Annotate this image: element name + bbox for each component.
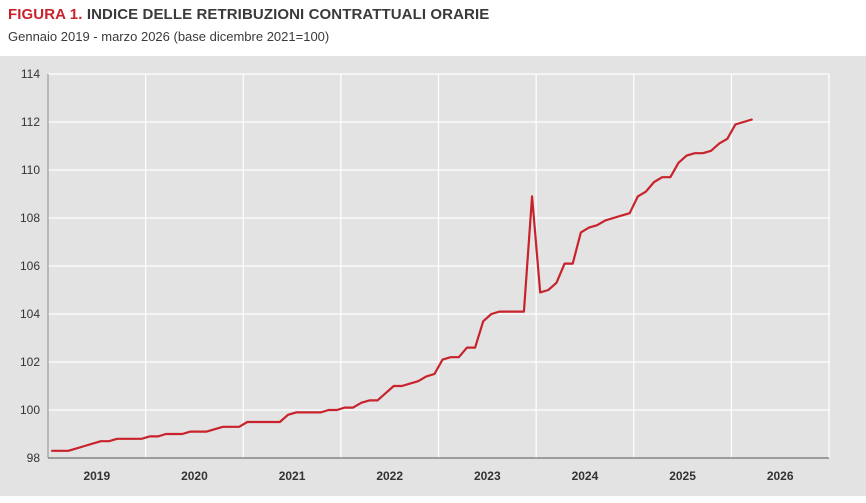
figure-label: FIGURA 1. — [8, 6, 83, 23]
title-text: INDICE DELLE RETRIBUZIONI CONTRATTUALI O… — [86, 6, 490, 23]
y-axis: 98 100 102 104 106 108 110 112 114 — [20, 67, 49, 465]
y-tick-label: 112 — [21, 115, 40, 129]
x-tick-label: 2022 — [376, 469, 403, 483]
y-tick-label: 100 — [20, 403, 40, 417]
series-layer — [50, 118, 753, 452]
series-line — [50, 118, 753, 452]
x-axis: 2019 2020 2021 2022 2023 2024 2025 2026 — [48, 457, 829, 483]
x-tick-label: 2025 — [669, 469, 696, 483]
chart-title: FIGURA 1. INDICE DELLE RETRIBUZIONI CONT… — [8, 6, 489, 23]
x-tick-label: 2024 — [572, 469, 599, 483]
y-tick-label: 114 — [21, 67, 40, 81]
y-tick-label: 102 — [20, 355, 40, 369]
y-tick-label: 106 — [20, 259, 40, 273]
y-tick-label: 110 — [21, 163, 40, 177]
line-chart: 2019 2020 2021 2022 2023 2024 2025 2026 98 100 10… — [20, 67, 830, 483]
x-tick-label: 2021 — [279, 469, 306, 483]
chart-area: 2019 2020 2021 2022 2023 2024 2025 2026 98 100 10… — [0, 56, 866, 496]
x-tick-label: 2019 — [83, 469, 110, 483]
x-tick-label: 2026 — [767, 469, 794, 483]
x-tick-label: 2020 — [181, 469, 208, 483]
chart-subtitle: Gennaio 2019 - marzo 2026 (base dicembre… — [8, 29, 330, 44]
x-tick-label: 2023 — [474, 469, 501, 483]
grid-layer — [47, 73, 830, 458]
y-tick-label: 104 — [20, 307, 40, 321]
y-tick-label: 108 — [20, 211, 40, 225]
y-tick-label: 98 — [27, 451, 41, 465]
